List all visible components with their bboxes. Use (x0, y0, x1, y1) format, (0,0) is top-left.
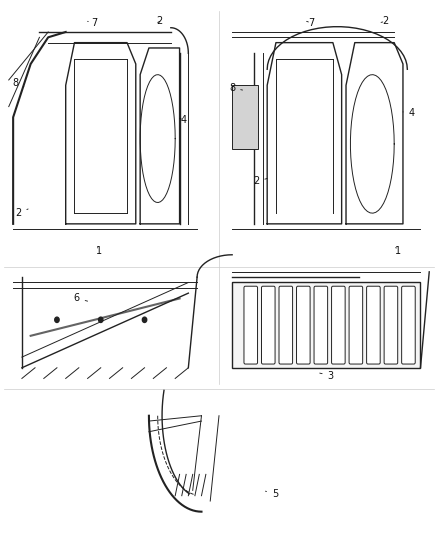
FancyBboxPatch shape (367, 286, 380, 364)
Text: 2: 2 (15, 208, 28, 218)
Circle shape (55, 317, 59, 322)
Text: 7: 7 (88, 18, 97, 28)
Text: 4: 4 (180, 115, 187, 125)
Text: 8: 8 (229, 83, 243, 93)
Text: 2: 2 (381, 17, 389, 26)
Text: 4: 4 (403, 108, 415, 118)
Text: 8: 8 (12, 78, 24, 87)
Circle shape (99, 317, 103, 322)
FancyBboxPatch shape (279, 286, 293, 364)
Text: 1: 1 (395, 246, 401, 255)
Text: 5: 5 (265, 489, 278, 499)
FancyBboxPatch shape (297, 286, 310, 364)
FancyBboxPatch shape (314, 286, 328, 364)
FancyBboxPatch shape (232, 85, 258, 149)
FancyBboxPatch shape (384, 286, 398, 364)
Text: 2: 2 (157, 17, 163, 26)
FancyBboxPatch shape (402, 286, 415, 364)
Circle shape (142, 317, 147, 322)
FancyBboxPatch shape (349, 286, 363, 364)
FancyBboxPatch shape (261, 286, 275, 364)
FancyBboxPatch shape (244, 286, 258, 364)
Text: 1: 1 (95, 246, 102, 255)
FancyBboxPatch shape (332, 286, 345, 364)
FancyBboxPatch shape (232, 282, 420, 368)
Text: 2: 2 (253, 176, 267, 186)
Text: 6: 6 (74, 294, 88, 303)
Text: 7: 7 (307, 18, 314, 28)
Text: 3: 3 (320, 371, 334, 381)
